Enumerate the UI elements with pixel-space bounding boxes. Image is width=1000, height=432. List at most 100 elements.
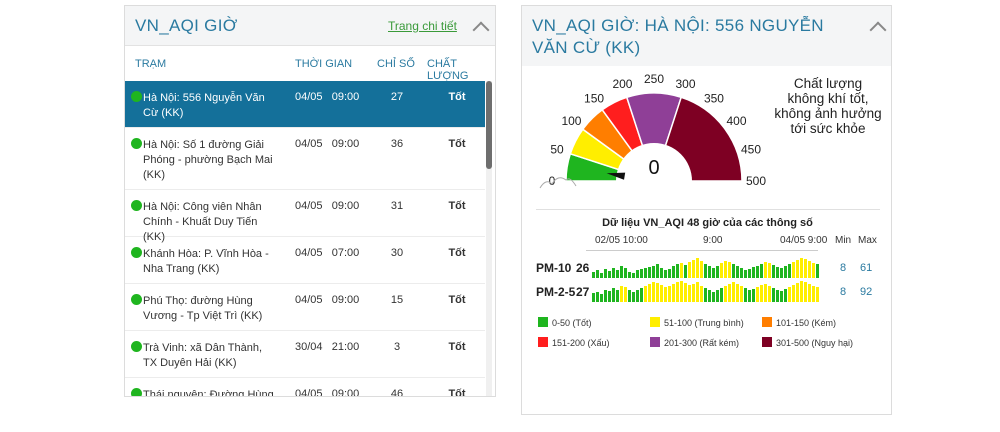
history-bar	[640, 269, 643, 278]
history-bar	[596, 292, 599, 302]
station-name: Hà Nội: Số 1 đường Giải Phóng - phường B…	[143, 139, 273, 181]
history-bar	[788, 287, 791, 302]
history-bar	[620, 266, 623, 278]
table-row[interactable]: Hà Nội: Số 1 đường Giải Phóng - phường B…	[125, 128, 485, 190]
history-bar	[592, 293, 595, 302]
history-bar	[756, 266, 759, 278]
history-bar	[780, 291, 783, 302]
row-index: 15	[390, 294, 404, 306]
param-name: PM-10	[536, 261, 572, 275]
row-index: 36	[390, 138, 404, 150]
chevron-up-icon[interactable]	[869, 21, 887, 39]
row-time: 30/04 21:00	[295, 341, 360, 353]
history-bar	[616, 270, 619, 278]
aqi-station-list-panel: VN_AQI GIỜ Trang chi tiết TRẠM THỜI GIAN…	[124, 5, 496, 397]
column-header-station[interactable]: TRẠM	[135, 58, 167, 70]
history-bar	[804, 282, 807, 302]
row-time: 04/05 09:00	[295, 200, 360, 212]
table-header: TRẠM THỜI GIAN CHỈ SỐ CHẤT LƯỢNG	[125, 46, 495, 82]
history-bar	[628, 272, 631, 278]
column-header-time[interactable]: THỜI GIAN	[295, 58, 353, 70]
details-link[interactable]: Trang chi tiết	[388, 19, 457, 33]
history-bar	[668, 286, 671, 302]
panel-title: VN_AQI GIỜ	[135, 16, 238, 35]
legend-swatch	[538, 317, 548, 327]
table-row[interactable]: Hà Nội: Công viên Nhân Chính - Khuất Duy…	[125, 190, 485, 243]
history-bar	[796, 260, 799, 278]
history-bar	[676, 282, 679, 302]
table-row[interactable]: Thái nguyên: Đường Hùng 04/05 09:00 46 T…	[125, 378, 485, 397]
row-time: 04/05 09:00	[295, 294, 360, 306]
row-index: 31	[390, 200, 404, 212]
history-bar	[736, 266, 739, 278]
history-bar	[792, 285, 795, 302]
row-status: Tốt	[448, 388, 466, 397]
history-bar	[728, 284, 731, 302]
history-bar	[800, 281, 803, 302]
history-bar	[700, 261, 703, 278]
gauge-needle	[606, 172, 626, 180]
history-bar	[744, 288, 747, 302]
table-row[interactable]: Phú Thọ: đường Hùng Vương - Tp Việt Trì …	[125, 284, 485, 331]
table-row[interactable]: Trà Vinh: xã Dân Thành, TX Duyên Hải (KK…	[125, 331, 485, 378]
history-bar	[656, 264, 659, 278]
param-current: 26	[576, 261, 590, 275]
history-bar	[720, 288, 723, 302]
table-row[interactable]: Hà Nội: 556 Nguyễn Văn Cừ (KK) 04/05 09:…	[125, 81, 485, 128]
history-bar	[740, 286, 743, 302]
row-time: 04/05 09:00	[295, 138, 360, 150]
column-header-quality[interactable]: CHẤT LƯỢNG	[427, 58, 469, 82]
row-status: Tốt	[448, 341, 466, 353]
history-bar	[644, 268, 647, 278]
history-bar	[692, 260, 695, 278]
history-bar	[676, 264, 679, 278]
table-row[interactable]: Khánh Hòa: P. Vĩnh Hòa - Nha Trang (KK) …	[125, 237, 485, 284]
station-name: Phú Thọ: đường Hùng Vương - Tp Việt Trì …	[143, 295, 263, 322]
history-bar	[804, 259, 807, 278]
row-status: Tốt	[448, 294, 466, 306]
param-min: 8	[840, 286, 847, 298]
param-history-bars[interactable]	[592, 256, 832, 278]
history-bar	[688, 285, 691, 302]
history-bar	[652, 282, 655, 302]
gauge-tick-label: 450	[741, 142, 761, 156]
column-header-index[interactable]: CHỈ SỐ	[377, 58, 415, 70]
history-bar	[740, 268, 743, 278]
history-bar	[672, 266, 675, 278]
history-bar	[664, 287, 667, 302]
legend-swatch	[650, 337, 660, 347]
row-status: Tốt	[448, 200, 466, 212]
history-bar	[816, 287, 819, 302]
gauge-tick-label: 200	[612, 77, 632, 91]
history-bar	[732, 282, 735, 302]
gauge-tick-label: 250	[644, 72, 664, 86]
history-bar	[632, 292, 635, 302]
param-history-bars[interactable]	[592, 280, 832, 302]
param-max: 61	[860, 262, 873, 274]
history-bar	[712, 268, 715, 278]
history-bar	[636, 270, 639, 278]
scrollbar-thumb[interactable]	[486, 81, 492, 169]
param-name: PM-2-5	[536, 285, 576, 299]
row-status: Tốt	[448, 91, 466, 103]
history-bar	[808, 284, 811, 302]
history-bar	[724, 286, 727, 302]
axis-label-end: 04/05 9:00	[780, 235, 828, 246]
scrollbar-track[interactable]	[486, 81, 492, 396]
history-bar	[756, 287, 759, 302]
history-bar	[604, 290, 607, 302]
history-bar	[608, 271, 611, 278]
history-bar	[648, 267, 651, 278]
history-bar	[596, 270, 599, 278]
gauge-value: 0	[648, 157, 659, 179]
history-bar	[660, 268, 663, 278]
history-bar	[796, 283, 799, 302]
chevron-up-icon[interactable]	[472, 21, 490, 39]
gauge-hub	[616, 143, 692, 206]
history-bar	[636, 290, 639, 302]
history-bar	[780, 268, 783, 278]
history-bar	[652, 266, 655, 278]
history-bar	[668, 269, 671, 278]
param-min: 8	[840, 262, 847, 274]
